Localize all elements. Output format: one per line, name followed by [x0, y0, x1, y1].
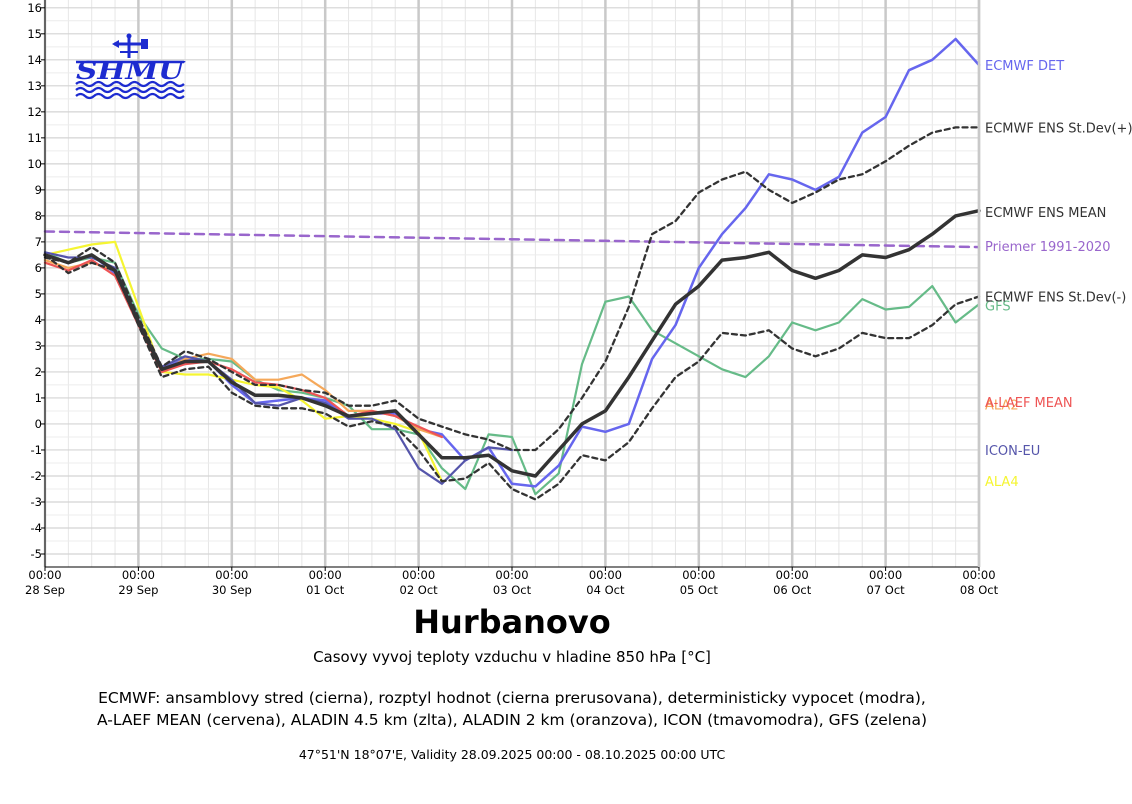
x-tick-date-label: 30 Sep	[212, 583, 252, 597]
y-tick-label: 13	[27, 79, 42, 93]
x-tick-time-label: 00:00	[776, 568, 809, 582]
x-tick-date-label: 28 Sep	[25, 583, 65, 597]
x-tick-date-label: 02 Oct	[400, 583, 439, 597]
series-lines	[43, 37, 981, 501]
x-tick-date-label: 01 Oct	[306, 583, 345, 597]
x-tick-time-label: 00:00	[495, 568, 528, 582]
y-tick-label: 7	[35, 235, 42, 249]
y-tick-label: -1	[31, 443, 42, 457]
y-tick-label: 11	[27, 131, 42, 145]
y-tick-label: 12	[27, 105, 42, 119]
x-tick-time-label: 00:00	[589, 568, 622, 582]
validity-footer: 47°51'N 18°07'E, Validity 28.09.2025 00:…	[298, 747, 726, 762]
chart-title: Hurbanovo	[413, 603, 611, 641]
series-label-ecmwf-det: ECMWF DET	[985, 59, 1064, 74]
x-tick-time-label: 00:00	[869, 568, 902, 582]
series-labels: Priemer 1991-2020 GFS ECMWF DET ALA4 ALA2A-L…	[985, 59, 1132, 490]
y-tick-label: 2	[35, 365, 42, 379]
series-label-gfs: GFS	[985, 300, 1011, 315]
y-tick-label: -4	[31, 521, 42, 535]
series-label-ala4: ALA4	[985, 475, 1019, 490]
series-line-priemer-1991-2020	[43, 230, 981, 249]
shmu-logo: SHMU	[75, 33, 187, 100]
x-tick-time-label: 00:00	[309, 568, 342, 582]
y-tick-label: 8	[35, 209, 42, 223]
series-label-a-laef-mean: A-LAEF MEAN	[985, 396, 1073, 411]
y-tick-label: 10	[27, 157, 42, 171]
y-tick-label: -5	[31, 547, 42, 561]
chart-subtitle: Casovy vyvoj teploty vzduchu v hladine 8…	[313, 648, 711, 666]
series-label-ecmwf-ens-mean: ECMWF ENS MEAN	[985, 206, 1106, 221]
chart: SHMU Priemer 1991-2020 GFS ECMWF DET ALA4 AL…	[25, 0, 1132, 597]
axes: -5-4-3-2-101234567891011121314151600:002…	[25, 0, 999, 597]
x-tick-time-label: 00:00	[682, 568, 715, 582]
y-tick-label: 1	[35, 391, 42, 405]
x-tick-date-label: 08 Oct	[960, 583, 999, 597]
y-tick-label: 9	[35, 183, 42, 197]
series-label-priemer-1991-2020: Priemer 1991-2020	[985, 240, 1111, 255]
x-tick-date-label: 29 Sep	[118, 583, 158, 597]
x-tick-time-label: 00:00	[122, 568, 155, 582]
x-tick-date-label: 06 Oct	[773, 583, 812, 597]
x-tick-time-label: 00:00	[962, 568, 995, 582]
series-label-ecmwf-ens-st-dev: ECMWF ENS St.Dev(+)	[985, 121, 1132, 136]
y-tick-label: 6	[35, 261, 42, 275]
series-line-ala4	[43, 240, 443, 483]
x-tick-date-label: 04 Oct	[586, 583, 625, 597]
logo-text: SHMU	[76, 56, 187, 85]
series-line-ecmwf-ens-st-dev	[43, 126, 981, 452]
y-tick-label: 0	[35, 417, 42, 431]
x-tick-time-label: 00:00	[402, 568, 435, 582]
x-tick-date-label: 05 Oct	[680, 583, 719, 597]
series-line-ecmwf-ens-st-dev	[43, 253, 981, 501]
y-tick-label: 16	[27, 1, 42, 15]
series-label-icon-eu: ICON-EU	[985, 444, 1040, 459]
y-tick-label: 15	[27, 27, 42, 41]
y-tick-label: -2	[31, 469, 42, 483]
series-label-ala2: ALA2	[985, 398, 1019, 413]
y-tick-label: 4	[35, 313, 42, 327]
y-tick-label: 3	[35, 339, 42, 353]
y-tick-label: -3	[31, 495, 42, 509]
x-tick-date-label: 07 Oct	[867, 583, 906, 597]
y-tick-label: 5	[35, 287, 42, 301]
legend-description-line-1: ECMWF: ansamblovy stred (cierna), rozpty…	[98, 689, 926, 707]
series-line-ecmwf-ens-mean	[43, 208, 981, 478]
series-label-ecmwf-ens-st-dev: ECMWF ENS St.Dev(-)	[985, 291, 1126, 306]
x-tick-date-label: 03 Oct	[493, 583, 532, 597]
y-tick-label: 14	[27, 53, 42, 67]
x-tick-time-label: 00:00	[215, 568, 248, 582]
x-tick-time-label: 00:00	[28, 568, 61, 582]
legend-description-line-2: A-LAEF MEAN (cervena), ALADIN 4.5 km (zl…	[96, 711, 928, 729]
